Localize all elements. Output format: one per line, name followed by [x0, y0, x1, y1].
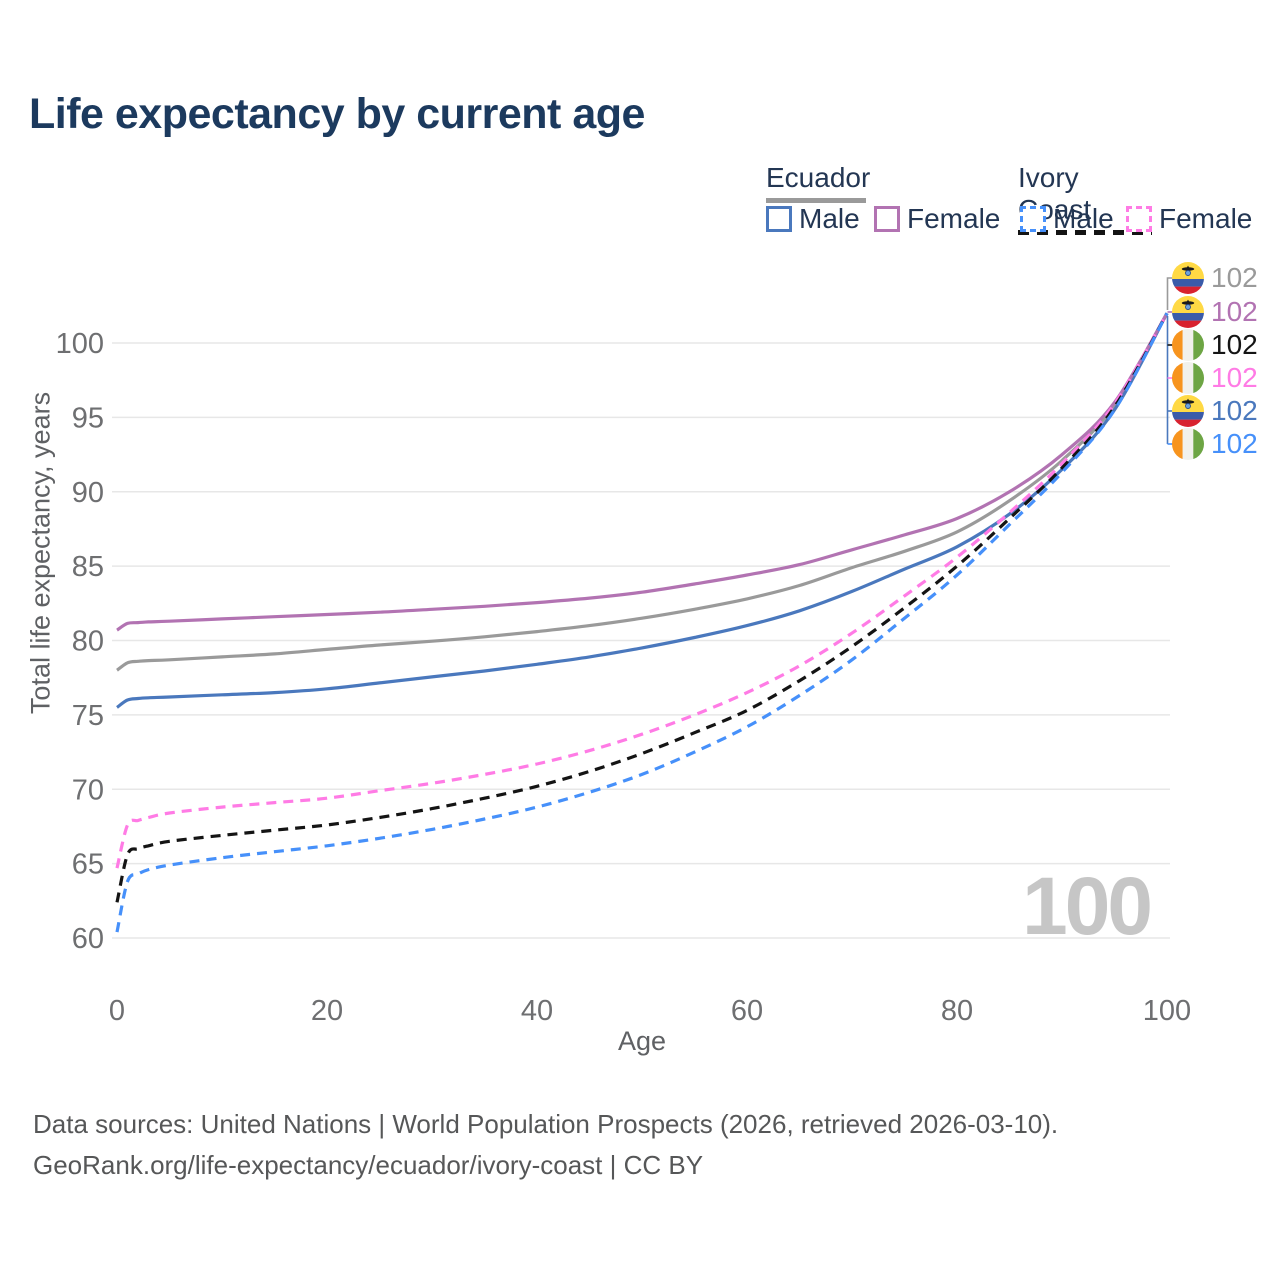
end-label-ivory-coast-female: 102	[1172, 361, 1258, 395]
series-line-ecuador-female	[116, 312, 1169, 632]
end-label-ecuador-male: 102	[1172, 394, 1258, 428]
x-tick-label: 80	[941, 995, 973, 1027]
end-label-value: 102	[1211, 262, 1258, 293]
y-tick-label: 100	[56, 328, 104, 360]
y-tick-label: 60	[72, 923, 104, 955]
age-watermark: 100	[1022, 861, 1153, 952]
ivory-coast-flag-icon	[1172, 362, 1204, 394]
legend-item-ivory-coast-female[interactable]: Female	[1126, 203, 1252, 235]
footer-sources: Data sources: United Nations | World Pop…	[33, 1109, 1059, 1139]
legend-checkbox-icon	[766, 206, 792, 232]
y-axis-title: Total life expectancy, years	[25, 391, 56, 715]
y-tick-label: 80	[72, 626, 104, 658]
legend-country-ecuador: Ecuador	[766, 162, 870, 203]
legend-ivory-coast-line-sample	[1018, 230, 1152, 235]
end-label-ivory-coast-male: 102	[1172, 427, 1258, 461]
end-label-ecuador-female: 102	[1172, 295, 1258, 329]
end-labels: 102 102 102 102 102 102	[1172, 0, 1280, 480]
legend-checkbox-icon	[874, 206, 900, 232]
end-label-value: 102	[1211, 395, 1258, 426]
legend-item-label: Female	[907, 203, 1001, 234]
legend-item-ecuador-female[interactable]: Female	[874, 203, 1000, 235]
legend-item-ivory-coast-male[interactable]: Male	[1020, 203, 1114, 235]
x-tick-label: 40	[521, 995, 553, 1027]
series-line-ivory-coast-male	[115, 312, 1169, 933]
end-label-value: 102	[1211, 329, 1258, 360]
y-tick-label: 90	[72, 477, 104, 509]
x-tick-label: 0	[109, 995, 125, 1027]
ivory-coast-flag-icon	[1172, 329, 1204, 361]
end-label-ecuador-both-sexes-: 102	[1172, 261, 1258, 295]
ivory-coast-flag-icon	[1172, 428, 1204, 460]
y-tick-label: 75	[72, 700, 104, 732]
legend-item-label: Female	[1159, 203, 1253, 234]
y-tick-label: 70	[72, 774, 104, 806]
end-label-value: 102	[1211, 428, 1258, 459]
legend-ecuador-line-sample	[766, 198, 866, 203]
legend-country-ecuador-label: Ecuador	[766, 162, 871, 193]
x-tick-label: 60	[731, 995, 763, 1027]
series-line-ecuador-male	[116, 312, 1169, 709]
x-axis-title: Age	[617, 1026, 667, 1056]
series-line-ecuador-both-sexes-	[116, 312, 1169, 672]
footer: Data sources: United Nations | World Pop…	[33, 1104, 1058, 1186]
x-tick-label: 20	[311, 995, 343, 1027]
ecuador-flag-icon	[1172, 262, 1204, 294]
series-line-ivory-coast-both-sexes-	[115, 312, 1169, 903]
legend-item-ecuador-male[interactable]: Male	[766, 203, 860, 235]
ecuador-flag-icon	[1172, 395, 1204, 427]
page-title: Life expectancy by current age	[29, 90, 645, 138]
legend-checkbox-icon	[1126, 206, 1152, 232]
x-tick-label: 100	[1143, 995, 1191, 1027]
y-tick-label: 65	[72, 849, 104, 881]
y-tick-label: 85	[72, 551, 104, 583]
footer-attribution: GeoRank.org/life-expectancy/ecuador/ivor…	[33, 1150, 704, 1180]
legend-item-label: Male	[1053, 203, 1114, 234]
end-label-value: 102	[1211, 296, 1258, 327]
end-label-ivory-coast-both-sexes-: 102	[1172, 328, 1258, 362]
legend-checkbox-icon	[1020, 206, 1046, 232]
ecuador-flag-icon	[1172, 296, 1204, 328]
y-tick-label: 95	[72, 402, 104, 434]
legend-item-label: Male	[799, 203, 860, 234]
series-line-ivory-coast-female	[115, 312, 1169, 869]
end-label-value: 102	[1211, 362, 1258, 393]
